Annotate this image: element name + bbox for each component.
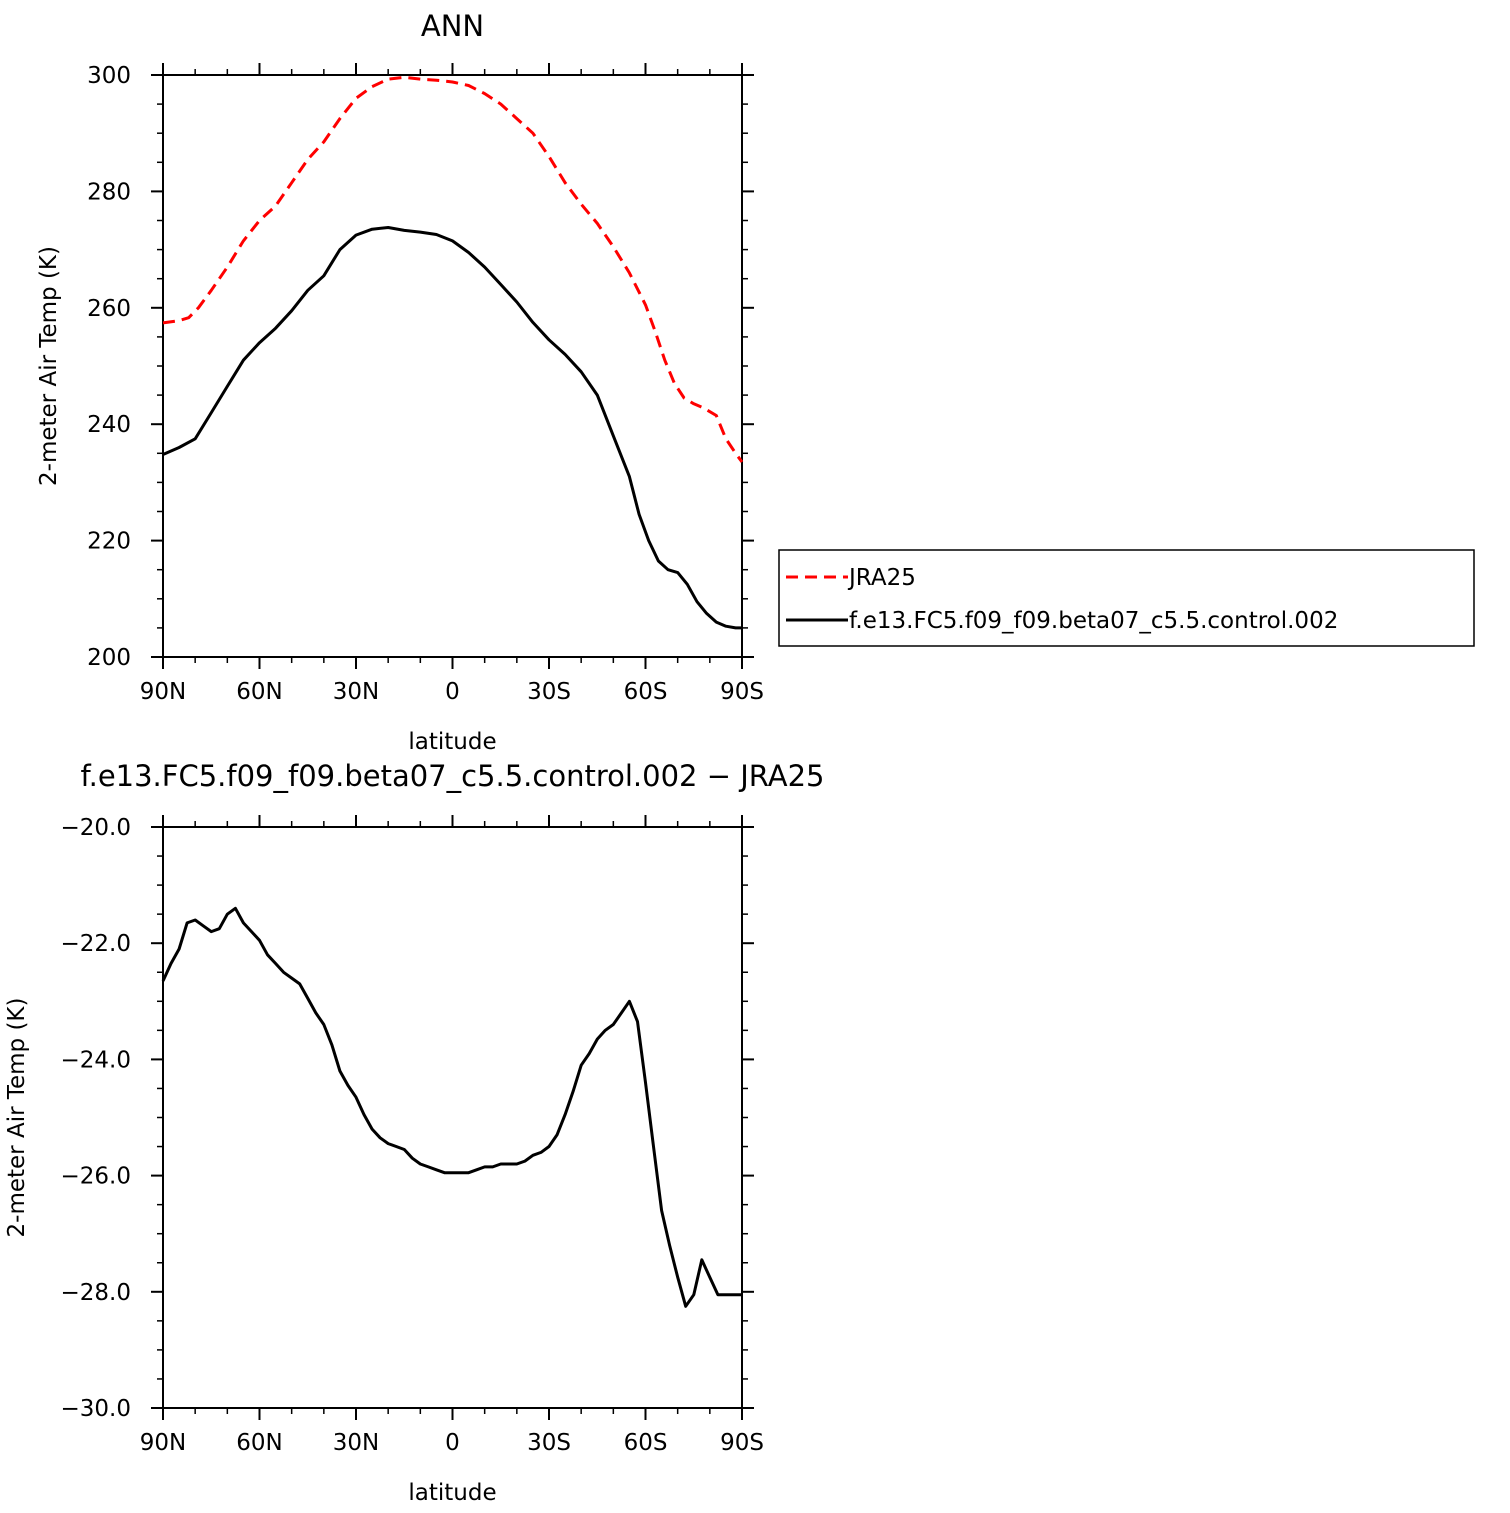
legend-label: f.e13.FC5.f09_f09.beta07_c5.5.control.00… (849, 608, 1338, 634)
x-tick-label: 60N (236, 679, 282, 705)
x-tick-label: 30N (333, 1430, 379, 1456)
x-tick-label: 60S (624, 679, 668, 705)
legend-box (778, 549, 1475, 647)
x-tick-label: 30N (333, 679, 379, 705)
y-tick-label: −30.0 (61, 1396, 131, 1422)
x-tick-label: 60N (236, 1430, 282, 1456)
y-tick-label: −24.0 (61, 1047, 131, 1073)
series-line-jra25 (162, 75, 744, 463)
y-tick-label: 300 (87, 63, 131, 89)
top-chart-annual-temperature: 90N 60N 30N 0 30S 60S 90S 200 220 240 260 280 300 ANN… (36, 9, 1475, 755)
y-tick-label: 280 (87, 179, 131, 205)
legend-label: JRA25 (847, 565, 916, 591)
y-tick-label: 200 (87, 645, 131, 671)
x-axis-title: latitude (408, 729, 496, 755)
x-tick-label: 60S (624, 1430, 668, 1456)
x-tick-label: 90N (140, 679, 186, 705)
x-tick-label: 0 (445, 679, 460, 705)
legend: JRA25 f.e13.FC5.f09_f09.beta07_c5.5.contr… (778, 549, 1475, 647)
chart-title: ANN (421, 9, 484, 43)
y-tick-label: −28.0 (61, 1280, 131, 1306)
x-tick-label: 0 (445, 1430, 460, 1456)
y-tick-label: −22.0 (61, 931, 131, 957)
plot-frame (162, 826, 743, 1409)
x-tick-label: 90S (720, 679, 764, 705)
x-tick-label: 90N (140, 1430, 186, 1456)
x-tick-label: 90S (720, 1430, 764, 1456)
y-tick-label: −26.0 (61, 1164, 131, 1190)
y-axis-title: 2-meter Air Temp (K) (4, 998, 30, 1238)
y-tick-label: 240 (87, 412, 131, 438)
chart-title: f.e13.FC5.f09_f09.beta07_c5.5.control.00… (81, 759, 825, 793)
x-tick-label: 30S (527, 1430, 571, 1456)
x-tick-label: 30S (527, 679, 571, 705)
y-tick-label: 220 (87, 529, 131, 555)
x-axis-title: latitude (408, 1480, 496, 1506)
y-axis-title: 2-meter Air Temp (K) (36, 246, 62, 486)
y-tick-label: −20.0 (61, 815, 131, 841)
series-line-difference (161, 906, 742, 1308)
y-tick-label: 260 (87, 296, 131, 322)
plot-frame (162, 74, 743, 658)
bottom-chart-temperature-difference: 90N 60N 30N 0 30S 60S 90S −30.0 −28.0 −26.0 −24.0 −… (4, 759, 825, 1506)
series-line-f-e13-fc5-f09-f09-beta07-c5-5-control-002 (162, 226, 742, 630)
